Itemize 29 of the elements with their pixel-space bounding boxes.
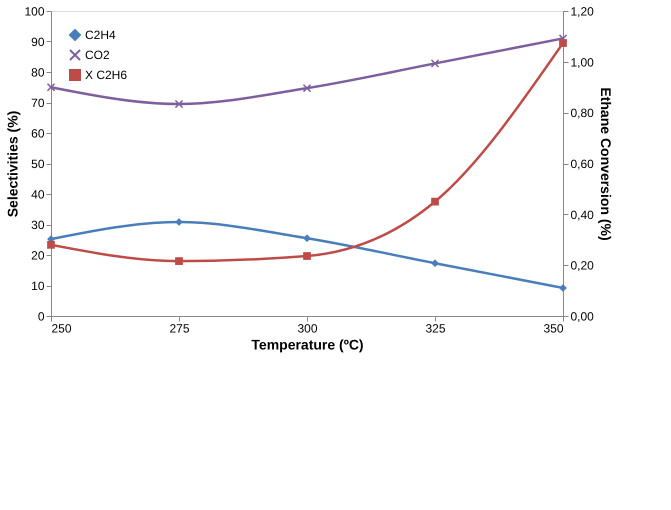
y-tick-label: 40 [31, 188, 45, 202]
legend-label: CO2 [85, 48, 110, 62]
y2-tick-label: 0,00 [570, 310, 594, 324]
y-tick-label: 80 [31, 66, 45, 80]
y-tick-label: 100 [24, 4, 45, 18]
x-tick-label: 325 [425, 322, 446, 336]
y2-tick-label: 0,60 [570, 157, 594, 171]
y-axis-title: Selectivities (%) [4, 110, 20, 218]
x-tick-label: 250 [52, 322, 72, 336]
y-tick-label: 60 [31, 126, 45, 140]
y-tick-label: 50 [31, 157, 45, 171]
y2-tick-label: 1,00 [570, 55, 594, 70]
y2-axis-title: Ethane Conversion (%) [598, 87, 614, 241]
y2-tick-label: 0,20 [570, 258, 594, 273]
x-axis-title: Temperature (ºC) [251, 336, 364, 352]
y2-tick-label: 0,80 [570, 106, 594, 120]
x-tick-label: 300 [297, 322, 318, 336]
y-tick-label: 20 [31, 248, 45, 262]
y-tick-label: 0 [38, 310, 45, 324]
y-tick-label: 90 [31, 35, 45, 49]
x-tick-label: 275 [169, 322, 190, 336]
y2-tick-label: 1,20 [570, 4, 594, 18]
y-tick-label: 70 [31, 96, 45, 110]
y-tick-label: 30 [31, 218, 45, 232]
legend-label: C2H4 [85, 28, 116, 42]
legend-label: X C2H6 [85, 68, 128, 82]
x-tick-label: 350 [543, 322, 564, 336]
y-tick-label: 10 [31, 279, 45, 293]
y2-tick-label: 0,40 [570, 208, 594, 222]
